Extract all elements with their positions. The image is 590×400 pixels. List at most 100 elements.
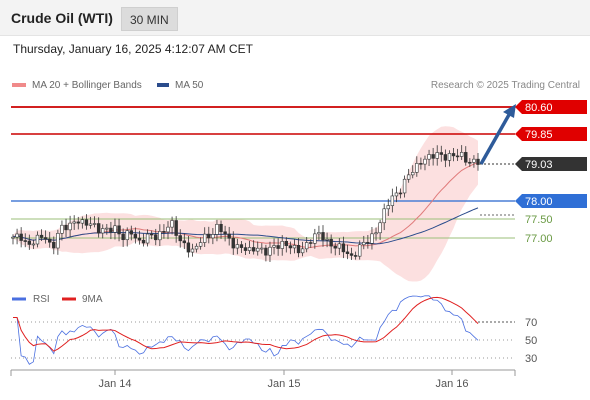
candle-body [304, 242, 309, 250]
candle-body [455, 155, 460, 158]
candle-body [341, 243, 346, 253]
candle-body [101, 228, 105, 234]
candle-body [23, 240, 27, 242]
candle-body [398, 192, 403, 195]
candle-body [464, 152, 468, 163]
candle-body [325, 238, 329, 241]
candle-body [178, 235, 182, 242]
level-label-80-60: 80.60 [525, 102, 553, 114]
candle-body [182, 240, 187, 244]
candle-body [337, 243, 342, 249]
timeframe-badge[interactable]: 30 MIN [121, 7, 178, 31]
candle-body [300, 248, 305, 254]
candle-body [296, 245, 301, 254]
candle-body [227, 233, 231, 239]
candle-body [284, 241, 288, 246]
chart-header: Crude Oil (WTI) 30 MIN [0, 0, 590, 36]
candle-body [349, 253, 354, 256]
candle-body [223, 231, 227, 235]
chart-datetime: Thursday, January 16, 2025 4:12:07 AM CE… [13, 42, 253, 56]
ma50-line [12, 207, 479, 245]
candle-body [129, 230, 133, 235]
candle-body [468, 161, 472, 164]
candle-body [370, 233, 374, 244]
instrument-title: Crude Oil (WTI) [11, 10, 113, 26]
candle-body [243, 247, 248, 251]
candle-body [317, 232, 321, 235]
candle-body [288, 245, 293, 249]
candle-body [390, 195, 395, 206]
projection-arrow [479, 112, 512, 165]
rsi-tick-70: 70 [525, 317, 537, 329]
candle-body [472, 158, 476, 163]
candle-body [207, 233, 211, 239]
candle-body [476, 158, 480, 165]
copyright-text: Research © 2025 Trading Central [430, 80, 580, 91]
candle-body [141, 239, 146, 244]
candle-body [386, 205, 390, 210]
candle-body [378, 222, 382, 234]
candle-body [219, 223, 223, 233]
candle-body [68, 222, 72, 231]
9ma-legend-label: 9MA [82, 294, 103, 305]
candle-body [264, 247, 268, 256]
candle-body [43, 237, 48, 240]
level-label-79-03: 79.03 [525, 159, 553, 171]
candle-body [109, 227, 113, 233]
legend-ma50: MA 50 [157, 80, 203, 91]
level-label-77-50: 77.50 [525, 214, 553, 226]
level-label-79-85: 79.85 [525, 129, 553, 141]
bollinger-band [13, 126, 478, 282]
rsi-tick-30: 30 [525, 353, 537, 365]
candle-body [251, 247, 256, 252]
candle-body [137, 237, 142, 241]
candle-body [154, 234, 158, 241]
candle-body [92, 223, 97, 225]
rsi-9ma-line [13, 296, 479, 352]
candle-body [15, 233, 19, 238]
candle-body [72, 221, 76, 224]
candle-body [427, 154, 431, 160]
level-tag-80-60: 80.60 [515, 100, 587, 114]
candle-body [459, 152, 464, 157]
ma50-swatch [157, 83, 169, 88]
level-tag-79-85: 79.85 [515, 127, 587, 141]
candle-body [394, 192, 399, 197]
candle-body [105, 227, 109, 230]
candle-body [280, 241, 284, 249]
candle-body [256, 247, 260, 252]
candle-body [76, 221, 80, 224]
candle-body [231, 238, 235, 249]
candle-body [60, 224, 64, 234]
candle-body [329, 238, 333, 247]
candle-body [268, 246, 272, 256]
bollinger-swatch [12, 83, 26, 88]
candle-body [415, 163, 419, 173]
candle-body [419, 163, 423, 165]
candle-body [162, 231, 166, 233]
x-tick-jan15: Jan 15 [267, 378, 300, 390]
candle-body [321, 232, 325, 241]
candle-body [292, 245, 297, 249]
legend-bollinger: MA 20 + Bollinger Bands [12, 80, 142, 91]
candle-body [235, 244, 240, 249]
rsi-tick-50: 50 [525, 335, 537, 347]
candle-body [374, 232, 378, 235]
level-label-78-00: 78.00 [525, 196, 553, 208]
candle-body [260, 247, 264, 250]
candle-body [125, 230, 129, 241]
candle-body [198, 242, 203, 247]
candle-body [239, 244, 244, 248]
candle-body [402, 178, 407, 194]
rsi-legend-label: RSI [33, 294, 50, 305]
candle-body [215, 223, 219, 235]
candle-body [64, 224, 68, 231]
candle-body [117, 225, 121, 235]
candle-body [333, 245, 337, 249]
level-tag-79-03: 79.03 [515, 157, 587, 171]
candle-body [447, 153, 452, 161]
level-label-77-00: 77.00 [525, 233, 553, 245]
projection-arrowhead [503, 104, 516, 118]
candle-body [423, 158, 427, 165]
